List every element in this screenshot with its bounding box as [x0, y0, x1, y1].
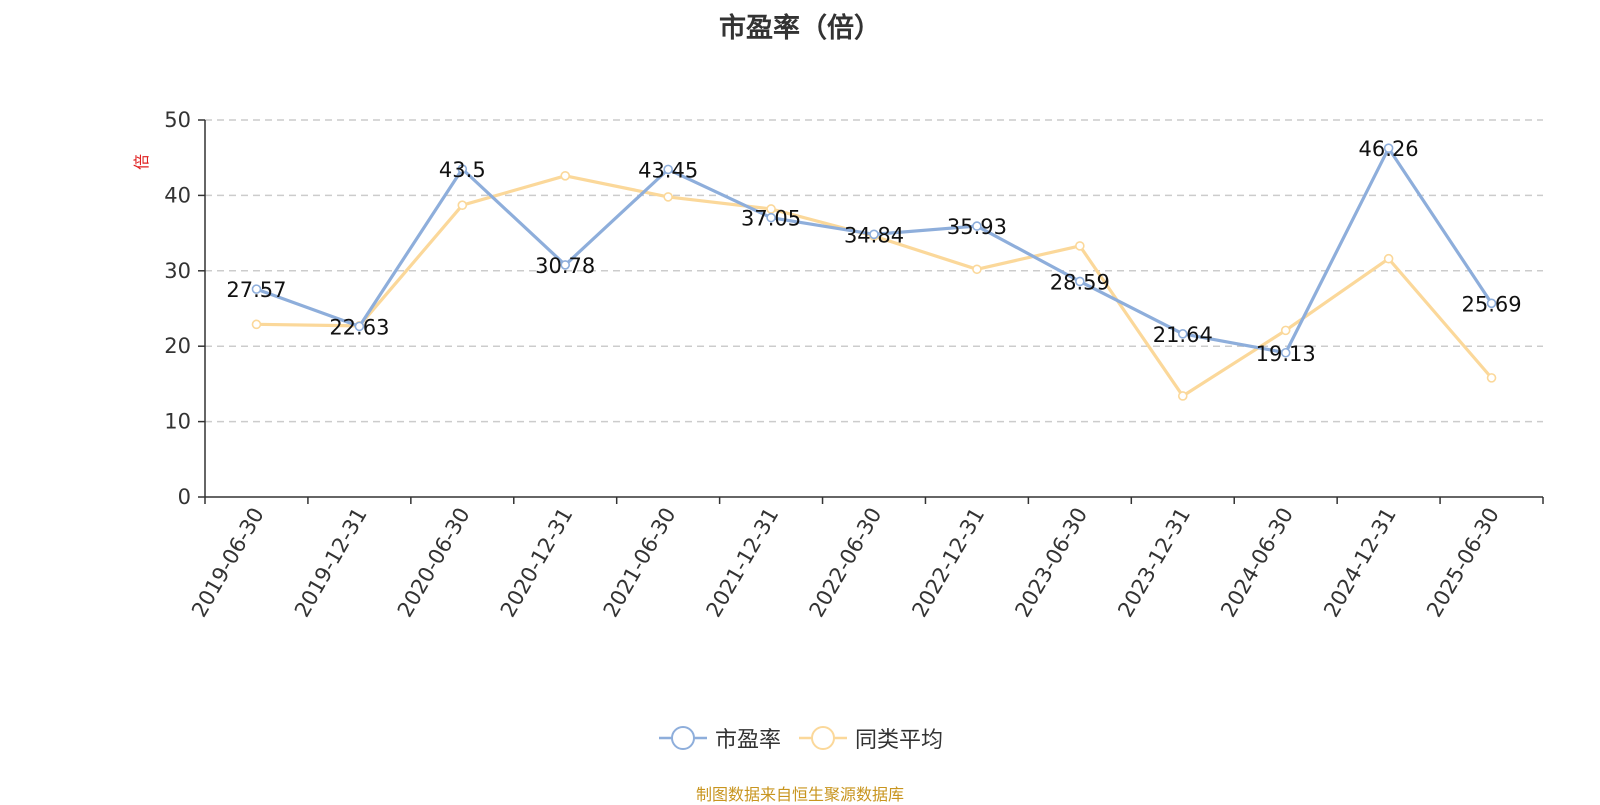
legend-marker-icon — [799, 726, 847, 750]
data-point — [354, 321, 365, 332]
data-label: 19.13 — [1256, 342, 1316, 366]
data-point — [663, 164, 673, 175]
legend-label: 市盈率 — [714, 728, 781, 753]
data-label: 28.59 — [1050, 270, 1110, 294]
data-point — [457, 200, 468, 211]
x-tick-label: 2019-12-31 — [290, 504, 372, 622]
data-point — [663, 192, 673, 202]
data-point — [972, 221, 982, 231]
legend-label: 同类平均 — [855, 728, 944, 753]
chart-title: 市盈率（倍） — [719, 13, 881, 44]
data-point — [251, 319, 262, 330]
data-label: 37.05 — [741, 207, 801, 231]
data-point — [1486, 298, 1497, 309]
y-tick-label: 50 — [164, 108, 191, 132]
data-point — [1383, 253, 1394, 264]
data-point — [1280, 347, 1291, 358]
data-point — [560, 260, 571, 270]
y-axis-unit-label: 倍 — [132, 154, 151, 170]
data-label: 43.5 — [439, 158, 486, 182]
data-point — [251, 284, 262, 294]
data-label: 30.78 — [535, 254, 595, 278]
data-point — [1075, 276, 1085, 287]
x-tick-label: 2021-12-31 — [702, 504, 784, 622]
y-tick-label: 10 — [164, 410, 191, 434]
data-point — [1177, 391, 1188, 401]
x-tick-label: 2022-12-31 — [907, 504, 989, 622]
data-labels: 27.57 22.63 43.5 30.78 43.45 37.05 34.84 35.93 2… — [226, 137, 1521, 366]
data-label: 43.45 — [638, 158, 698, 182]
data-point — [457, 164, 468, 174]
x-tick-label: 2023-12-31 — [1113, 504, 1195, 622]
x-tick-label: 2020-12-31 — [496, 504, 578, 622]
data-label: 22.63 — [329, 315, 389, 339]
data-point — [972, 264, 982, 275]
data-point — [1280, 325, 1291, 336]
data-point — [560, 170, 571, 181]
axes: 0 10 20 30 40 50 倍 2019-06-30 2019-12-31 2020-06-… — [132, 108, 1544, 622]
legend: 市盈率 同类平均 — [0, 722, 1600, 754]
x-tick-label: 2024-12-31 — [1319, 504, 1401, 622]
grid-lines — [205, 119, 1543, 423]
series-lines — [251, 143, 1497, 401]
data-point — [1177, 329, 1188, 339]
legend-marker-icon — [658, 726, 707, 750]
y-tick-label: 30 — [164, 259, 191, 283]
legend-item[interactable]: 市盈率 — [657, 722, 781, 754]
x-tick-label: 2022-06-30 — [805, 504, 887, 622]
data-label: 25.69 — [1461, 292, 1521, 316]
data-point — [1486, 373, 1497, 383]
source-note: 制图数据来自恒生聚源数据库 — [695, 785, 904, 804]
data-point — [1383, 143, 1394, 153]
data-label: 34.84 — [844, 223, 904, 247]
data-label: 21.64 — [1153, 323, 1213, 347]
data-label: 35.93 — [947, 215, 1007, 239]
data-label: 46.26 — [1359, 137, 1419, 161]
data-point — [1075, 241, 1085, 251]
data-point — [869, 229, 879, 240]
x-tick-label: 2020-06-30 — [393, 504, 475, 622]
x-tick-label: 2023-06-30 — [1010, 504, 1092, 622]
data-point — [766, 212, 776, 223]
y-tick-label: 0 — [178, 485, 191, 509]
x-tick-label: 2024-06-30 — [1216, 504, 1298, 622]
y-tick-label: 20 — [164, 334, 191, 358]
legend-item[interactable]: 同类平均 — [797, 722, 943, 754]
x-tick-label: 2025-06-30 — [1422, 504, 1504, 622]
data-label: 27.57 — [226, 278, 286, 302]
x-tick-label: 2019-06-30 — [187, 504, 269, 622]
y-tick-label: 40 — [164, 183, 191, 207]
x-tick-label: 2021-06-30 — [599, 504, 681, 622]
